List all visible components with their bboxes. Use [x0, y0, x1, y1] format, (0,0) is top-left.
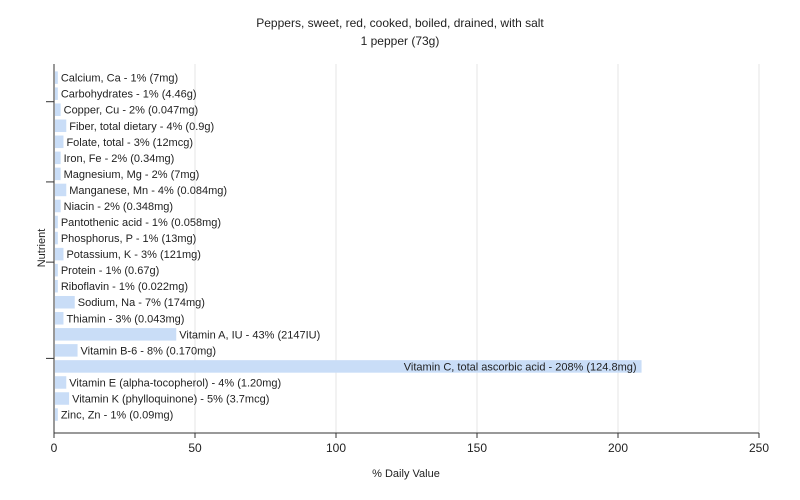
bar: [55, 135, 64, 149]
y-axis-label: Nutrient: [36, 229, 48, 268]
bar: [55, 167, 61, 181]
bar: [55, 295, 75, 309]
bar: [55, 312, 64, 325]
bar: [55, 279, 58, 293]
bar-label: Copper, Cu - 2% (0.047mg): [64, 105, 199, 117]
axes: 0 50 100 150 200 250: [46, 64, 769, 455]
bars: Calcium, Ca - 1% (7mg) Carbohydrates - 1%…: [55, 71, 642, 422]
bar-label: Vitamin E (alpha-tocopherol) - 4% (1.20m…: [69, 377, 281, 389]
bar: [55, 328, 177, 341]
bar-label: Carbohydrates - 1% (4.46g): [61, 89, 197, 101]
bar-label: Sodium, Na - 7% (174mg): [78, 297, 205, 309]
bar: [55, 360, 642, 373]
bar: [55, 183, 67, 197]
bar: [55, 119, 67, 133]
bar-label: Fiber, total dietary - 4% (0.9g): [69, 121, 214, 133]
bar-label: Manganese, Mn - 4% (0.084mg): [69, 185, 227, 197]
bar-label: Iron, Fe - 2% (0.34mg): [64, 153, 175, 165]
bar: [55, 263, 58, 277]
x-tick-label: 250: [749, 441, 769, 455]
bar-label: Niacin - 2% (0.348mg): [64, 201, 173, 213]
bar-label: Phosphorus, P - 1% (13mg): [61, 233, 197, 245]
bar: [55, 231, 58, 245]
bar: [55, 103, 61, 116]
bar: [55, 151, 61, 165]
x-axis-label: % Daily Value: [372, 468, 440, 480]
chart-title: Peppers, sweet, red, cooked, boiled, dra…: [256, 16, 544, 30]
bar-label: Thiamin - 3% (0.043mg): [66, 313, 184, 325]
bar: [55, 408, 58, 421]
bar-label: Folate, total - 3% (12mcg): [66, 137, 193, 149]
bar-label: Zinc, Zn - 1% (0.09mg): [61, 410, 173, 422]
bar-label: Pantothenic acid - 1% (0.058mg): [61, 217, 221, 229]
bar: [55, 247, 64, 261]
bar-label: Riboflavin - 1% (0.022mg): [61, 281, 188, 293]
x-tick-label: 200: [608, 441, 628, 455]
bar-label: Vitamin A, IU - 43% (2147IU): [179, 329, 320, 341]
bar-label: Calcium, Ca - 1% (7mg): [61, 73, 178, 85]
x-tick-label: 50: [188, 441, 202, 455]
bar-label: Vitamin B-6 - 8% (0.170mg): [81, 345, 217, 357]
bar-label: Potassium, K - 3% (121mg): [66, 249, 201, 261]
bar-label: Protein - 1% (0.67g): [61, 265, 159, 277]
bar: [55, 199, 61, 213]
bar: [55, 71, 58, 84]
x-tick-label: 0: [51, 441, 58, 455]
bar: [55, 392, 70, 405]
x-tick-label: 150: [467, 441, 487, 455]
chart-subtitle: 1 pepper (73g): [361, 34, 440, 48]
bar: [55, 344, 78, 357]
bar: [55, 376, 67, 389]
bar-label: Vitamin K (phylloquinone) - 5% (3.7mcg): [72, 394, 269, 406]
bar: [55, 87, 58, 100]
x-tick-label: 100: [326, 441, 346, 455]
bar: [55, 215, 58, 229]
bar-label: Magnesium, Mg - 2% (7mg): [64, 169, 200, 181]
bar-label: Vitamin C, total ascorbic acid - 208% (1…: [404, 361, 637, 373]
